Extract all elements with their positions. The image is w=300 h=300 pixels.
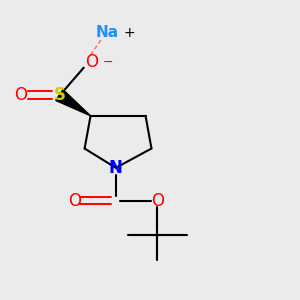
Text: +: +: [123, 26, 135, 40]
Text: Na: Na: [95, 25, 119, 40]
Text: O: O: [14, 86, 27, 104]
Text: N: N: [109, 159, 123, 177]
Text: −: −: [103, 56, 114, 69]
Text: O: O: [151, 191, 164, 209]
Text: S: S: [53, 86, 65, 104]
Polygon shape: [56, 90, 91, 116]
Text: O: O: [85, 53, 98, 71]
Text: O: O: [68, 191, 81, 209]
